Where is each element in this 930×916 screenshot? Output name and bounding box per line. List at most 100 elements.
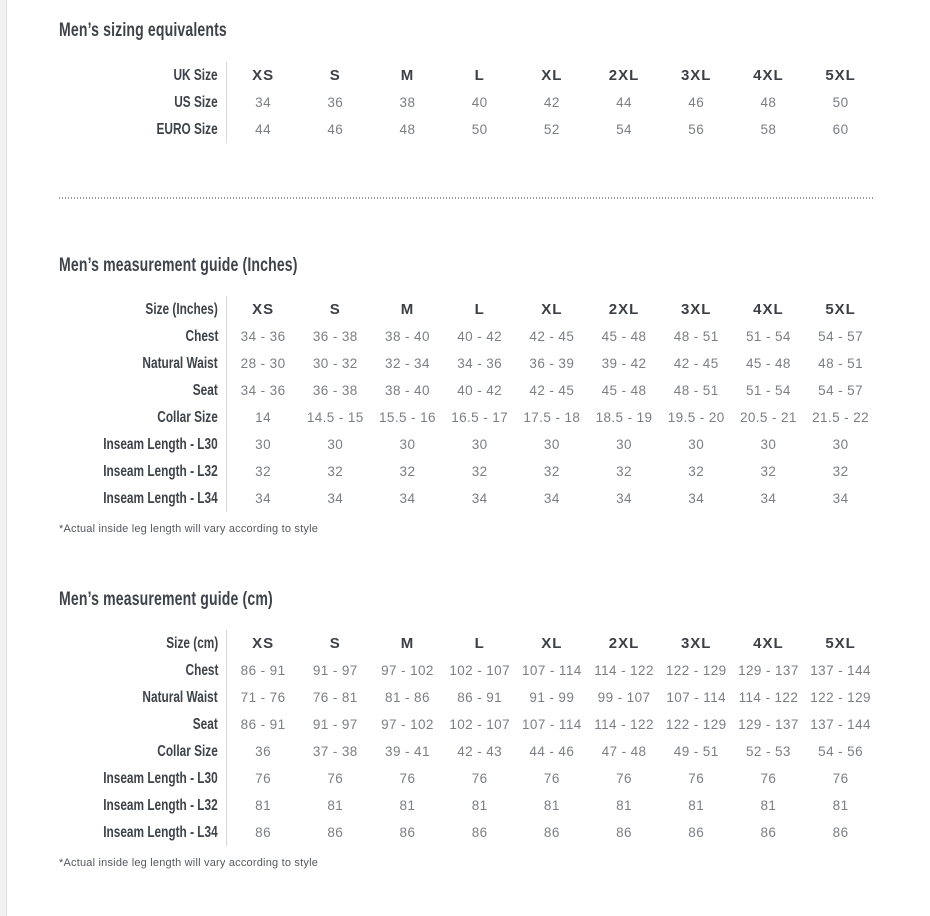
value-cell: 71 - 76	[240, 690, 286, 705]
value-cell: 30	[616, 437, 632, 452]
row-label-text: Inseam Length - L34	[103, 824, 218, 841]
value-cell: 137 - 144	[810, 717, 871, 732]
column-header-4xl: 4XL	[753, 67, 784, 84]
value-cell: 81	[832, 798, 849, 813]
row-label: Collar Size	[59, 404, 227, 431]
value-cell: 48 - 51	[673, 329, 719, 344]
value-cell: 50	[471, 122, 488, 137]
value-cell: 19.5 - 20	[667, 410, 725, 425]
value-cell: 107 - 114	[522, 663, 582, 678]
row-label: Chest	[59, 657, 227, 684]
value-cell: 28 - 30	[240, 356, 286, 371]
column-header-3xl: 3XL	[680, 635, 712, 652]
value-cell: 47 - 48	[601, 744, 647, 759]
value-cell: 38	[399, 95, 416, 110]
column-header-xs: XS	[252, 301, 275, 318]
row-label-text: Natural Waist	[142, 355, 218, 372]
column-header-5xl: 5XL	[825, 301, 856, 318]
value-cell: 49 - 51	[673, 744, 719, 759]
value-cell: 34	[471, 491, 488, 506]
value-cell: 129 - 137	[738, 663, 799, 678]
value-cell: 45 - 48	[745, 356, 791, 371]
column-header-s: S	[329, 67, 341, 84]
row-label: Inseam Length - L34	[59, 485, 227, 512]
value-cell: 102 - 107	[449, 717, 510, 732]
value-cell: 58	[760, 122, 777, 137]
column-header-l: L	[474, 67, 485, 84]
value-cell: 81	[616, 798, 632, 813]
column-header-5xl: 5XL	[825, 67, 856, 84]
value-cell: 30 - 32	[312, 356, 358, 371]
row-label-text: Chest	[185, 662, 218, 679]
value-cell: 38 - 40	[385, 383, 430, 398]
row-label: Natural Waist	[59, 350, 227, 377]
row-label: Inseam Length - L30	[59, 431, 227, 458]
dotted-divider	[59, 197, 875, 199]
value-cell: 76	[471, 771, 488, 786]
value-cell: 91 - 97	[312, 717, 358, 732]
row-label-text: Chest	[185, 328, 218, 345]
column-header-5xl: 5XL	[825, 635, 856, 652]
value-cell: 32	[616, 464, 632, 479]
row-label-text: Inseam Length - L30	[103, 436, 218, 453]
value-cell: 48	[760, 95, 777, 110]
value-cell: 76	[543, 771, 560, 786]
value-cell: 36 - 39	[529, 356, 575, 371]
value-cell: 32	[832, 464, 849, 479]
value-cell: 30	[255, 437, 271, 452]
value-cell: 76 - 81	[312, 690, 358, 705]
value-cell: 114 - 122	[594, 717, 654, 732]
value-cell: 86	[471, 825, 488, 840]
value-cell: 137 - 144	[810, 663, 871, 678]
value-cell: 122 - 129	[810, 690, 871, 705]
column-header-2xl: 2XL	[608, 67, 640, 84]
value-cell: 51 - 54	[745, 329, 791, 344]
row-label: Inseam Length - L34	[59, 819, 227, 846]
column-header-s: S	[329, 301, 341, 318]
value-cell: 15.5 - 16	[379, 410, 436, 425]
value-cell: 81	[255, 798, 271, 813]
value-cell: 86	[399, 825, 416, 840]
value-cell: 42	[543, 95, 560, 110]
measurement-guide-inches-title: Men’s measurement guide (Inches)	[59, 255, 298, 276]
value-cell: 86 - 91	[240, 717, 286, 732]
value-cell: 32	[399, 464, 416, 479]
row-header-label: UK Size	[59, 62, 227, 89]
value-cell: 17.5 - 18	[523, 410, 581, 425]
column-header-s: S	[329, 635, 341, 652]
value-cell: 30	[327, 437, 344, 452]
row-label: Inseam Length - L32	[59, 458, 227, 485]
value-cell: 76	[832, 771, 849, 786]
value-cell: 129 - 137	[738, 717, 799, 732]
value-cell: 81	[399, 798, 416, 813]
value-cell: 81	[688, 798, 705, 813]
row-label-text: Seat	[192, 716, 218, 733]
row-label: US Size	[59, 89, 227, 116]
value-cell: 114 - 122	[594, 663, 654, 678]
column-header-2xl: 2XL	[608, 301, 640, 318]
value-cell: 46	[327, 122, 344, 137]
row-label-text: Collar Size	[157, 409, 218, 426]
value-cell: 34	[255, 491, 271, 506]
value-cell: 76	[688, 771, 705, 786]
value-cell: 45 - 48	[601, 383, 647, 398]
value-cell: 122 - 129	[665, 717, 727, 732]
value-cell: 54 - 57	[818, 329, 864, 344]
cm-table-footnote: *Actual inside leg length will vary acco…	[59, 857, 319, 869]
value-cell: 34	[543, 491, 560, 506]
value-cell: 86	[327, 825, 344, 840]
value-cell: 32	[327, 464, 344, 479]
value-cell: 32	[760, 464, 777, 479]
value-cell: 40 - 42	[457, 329, 503, 344]
measurement-guide-inches-table: Size (Inches) XS S M L XL 2XL 3XL 4XL 5XL Chest 34 …	[59, 296, 877, 512]
column-header-xs: XS	[252, 635, 275, 652]
value-cell: 76	[255, 771, 271, 786]
row-label-text: Collar Size	[157, 743, 218, 760]
page-left-edge	[0, 0, 7, 916]
value-cell: 21.5 - 22	[812, 410, 870, 425]
row-label: Collar Size	[59, 738, 227, 765]
value-cell: 48	[399, 122, 416, 137]
value-cell: 86	[255, 825, 271, 840]
column-header-m: M	[400, 67, 415, 84]
